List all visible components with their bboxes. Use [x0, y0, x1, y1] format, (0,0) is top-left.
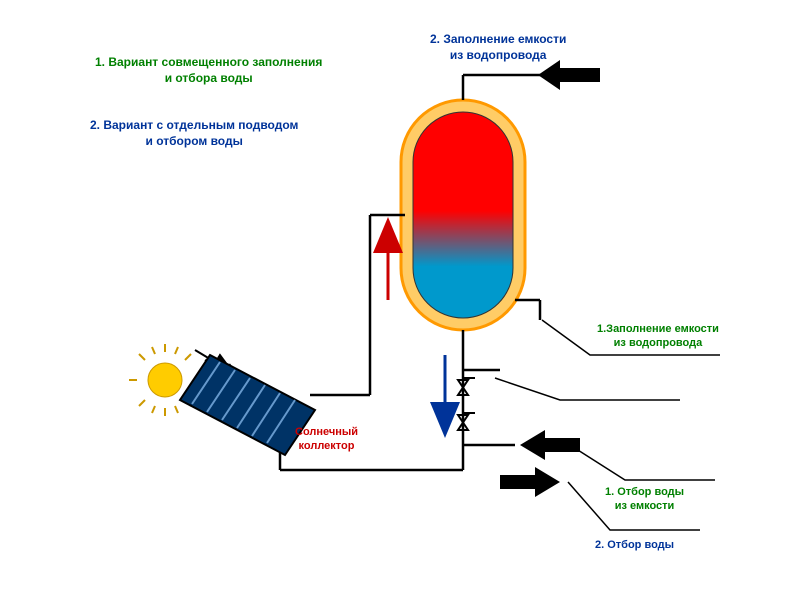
- label-drain2: 2. Отбор воды: [595, 538, 674, 552]
- label-variant1: 1. Вариант совмещенного заполнения и отб…: [95, 55, 322, 86]
- label-drain1: 1. Отбор воды из емкости: [605, 485, 684, 514]
- storage-tank: [401, 100, 525, 330]
- valve-icon: [458, 413, 475, 430]
- top-inlet: [463, 60, 600, 100]
- label-top-fill: 2. Заполнение емкости из водопровода: [430, 32, 566, 63]
- label-collector: Солнечный коллектор: [295, 425, 358, 454]
- valve-icon: [458, 378, 475, 395]
- label-variant2: 2. Вариант с отдельным подводом и отборо…: [90, 118, 298, 149]
- label-fill1: 1.Заполнение емкости из водопровода: [597, 322, 719, 351]
